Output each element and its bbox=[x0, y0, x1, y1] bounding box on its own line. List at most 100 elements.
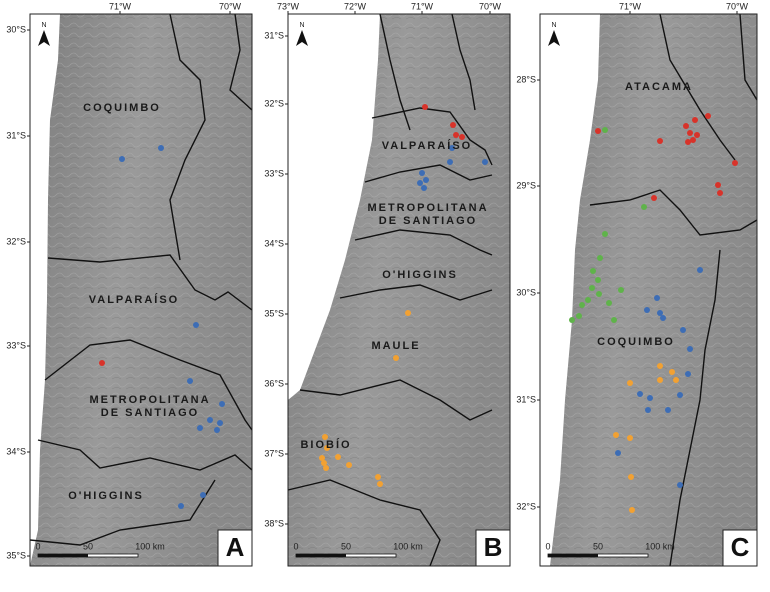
site-point bbox=[685, 371, 691, 377]
site-point bbox=[453, 132, 459, 138]
site-point bbox=[178, 503, 184, 509]
scale-bar-segment bbox=[38, 554, 88, 557]
panel-frame bbox=[539, 13, 758, 567]
panel-letter: B bbox=[484, 532, 503, 562]
site-point bbox=[627, 435, 633, 441]
site-point bbox=[641, 204, 647, 210]
scale-label: 50 bbox=[593, 541, 603, 551]
lat-label: 35°S bbox=[264, 308, 284, 318]
map-panel: 71°W 70°W 30°S 31°S 32°S 33°S 34°S 35°S COQUIMBO… bbox=[6, 1, 253, 567]
site-point bbox=[193, 322, 199, 328]
lat-label: 34°S bbox=[6, 446, 26, 456]
region-border bbox=[659, 13, 736, 161]
site-point bbox=[323, 465, 329, 471]
site-point bbox=[419, 170, 425, 176]
lat-label: 33°S bbox=[6, 340, 26, 350]
site-point bbox=[197, 425, 203, 431]
site-point bbox=[732, 160, 738, 166]
sea bbox=[30, 14, 60, 566]
site-point bbox=[482, 159, 488, 165]
site-point bbox=[579, 302, 585, 308]
scale-label: 0 bbox=[293, 541, 298, 551]
site-point bbox=[669, 369, 675, 375]
site-point bbox=[417, 180, 423, 186]
panel-letter: C bbox=[731, 532, 750, 562]
letter-box bbox=[217, 529, 253, 567]
region-border bbox=[169, 13, 206, 261]
region-label: METROPOLITANA bbox=[89, 394, 210, 406]
site-point bbox=[585, 297, 591, 303]
region-border bbox=[44, 339, 253, 431]
site-point bbox=[618, 287, 624, 293]
region-border bbox=[339, 284, 493, 301]
region-border bbox=[37, 439, 253, 471]
site-point bbox=[421, 185, 427, 191]
letter-box bbox=[722, 529, 758, 567]
lon-label: 70°W bbox=[479, 1, 502, 11]
lat-label: 30°S bbox=[6, 24, 26, 34]
letter-box bbox=[475, 529, 511, 567]
site-point bbox=[459, 134, 465, 140]
map-panel: 73°W 72°W 71°W 70°W 31°S 32°S 33°S 34°S 35°S 36°S… bbox=[264, 1, 511, 567]
north-label: N bbox=[41, 22, 46, 29]
region-border bbox=[669, 249, 721, 567]
panel-frame bbox=[29, 13, 253, 567]
lon-label: 71°W bbox=[109, 1, 132, 11]
site-point bbox=[629, 507, 635, 513]
site-point bbox=[200, 492, 206, 498]
site-point bbox=[644, 307, 650, 313]
region-label: VALPARAÍSO bbox=[89, 293, 180, 306]
site-point bbox=[690, 137, 696, 143]
site-point bbox=[628, 474, 634, 480]
site-point bbox=[657, 363, 663, 369]
region-label: ATACAMA bbox=[625, 81, 693, 93]
north-arrow bbox=[296, 30, 308, 46]
site-point bbox=[322, 434, 328, 440]
lat-label: 31°S bbox=[264, 30, 284, 40]
site-point bbox=[687, 346, 693, 352]
lat-label: 33°S bbox=[264, 168, 284, 178]
site-point bbox=[627, 380, 633, 386]
region-border bbox=[739, 13, 758, 101]
site-point bbox=[705, 113, 711, 119]
lat-label: 30°S bbox=[516, 287, 536, 297]
site-point bbox=[375, 474, 381, 480]
site-point bbox=[158, 145, 164, 151]
region-border bbox=[364, 164, 493, 183]
region-label: BIOBÍO bbox=[300, 438, 351, 451]
site-point bbox=[99, 360, 105, 366]
lon-label: 71°W bbox=[411, 1, 434, 11]
sea bbox=[540, 14, 600, 566]
site-point bbox=[595, 128, 601, 134]
site-point bbox=[694, 132, 700, 138]
site-point bbox=[692, 117, 698, 123]
lon-label: 70°W bbox=[219, 1, 242, 11]
region-border bbox=[589, 189, 758, 236]
site-point bbox=[677, 482, 683, 488]
site-point bbox=[660, 315, 666, 321]
region-label: COQUIMBO bbox=[83, 102, 161, 114]
scale-label: 0 bbox=[35, 541, 40, 551]
site-point bbox=[422, 104, 428, 110]
site-point bbox=[214, 427, 220, 433]
site-point bbox=[596, 291, 602, 297]
site-point bbox=[119, 156, 125, 162]
relief bbox=[30, 14, 252, 566]
scale-bar-segment bbox=[548, 554, 598, 557]
region-border bbox=[451, 13, 476, 111]
region-label: DE SANTIAGO bbox=[101, 407, 199, 419]
lon-label: 71°W bbox=[619, 1, 642, 11]
region-border bbox=[371, 107, 493, 166]
site-point bbox=[217, 420, 223, 426]
lat-label: 34°S bbox=[264, 238, 284, 248]
region-border bbox=[379, 13, 411, 131]
site-point bbox=[321, 460, 327, 466]
site-point bbox=[346, 462, 352, 468]
region-border bbox=[29, 479, 216, 546]
site-point bbox=[324, 445, 330, 451]
lat-label: 32°S bbox=[264, 98, 284, 108]
site-point bbox=[637, 391, 643, 397]
lat-label: 31°S bbox=[516, 394, 536, 404]
site-point bbox=[715, 182, 721, 188]
